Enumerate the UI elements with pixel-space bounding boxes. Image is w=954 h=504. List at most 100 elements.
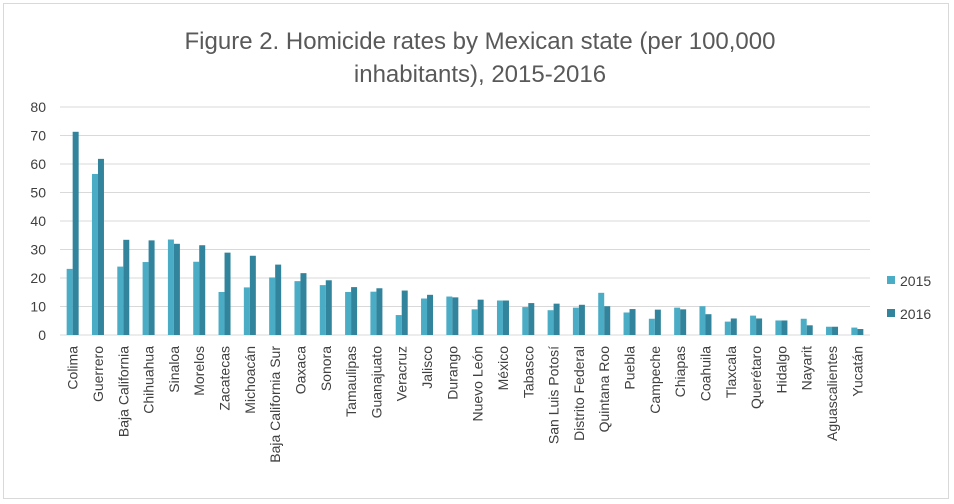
bar-2016-quintana-roo	[604, 306, 611, 335]
y-tick-label: 10	[30, 299, 46, 315]
bar-2015-nayarit	[800, 318, 807, 335]
y-tick-label: 20	[30, 270, 46, 286]
x-tick-label: Tlaxcala	[723, 346, 739, 398]
x-tick-label: Quintana Roo	[596, 346, 612, 433]
x-tick-label: Yucatán	[849, 346, 865, 397]
x-tick-label: Campeche	[647, 346, 663, 414]
bar-2015-guerrero	[91, 173, 98, 335]
x-tick-label: Colima	[65, 346, 81, 390]
x-tick-label: Coahuila	[697, 346, 713, 401]
x-tick-label: Nuevo León	[470, 346, 486, 422]
y-tick-label: 70	[30, 128, 46, 144]
bar-2016-baja-california-sur	[275, 264, 282, 335]
bar-2016-nuevo-león	[477, 299, 484, 335]
bar-2016-sinaloa	[173, 243, 180, 335]
chart-title-line1: Figure 2. Homicide rates by Mexican stat…	[185, 28, 776, 55]
x-tick-label: Chiapas	[672, 346, 688, 397]
bar-2016-puebla	[629, 309, 636, 335]
bar-2015-quintana-roo	[598, 292, 605, 335]
x-tick-label: Tamaulipas	[343, 346, 359, 417]
bar-2015-tamaulipas	[345, 291, 352, 335]
bar-2015-veracruz	[395, 315, 402, 335]
bar-2015-jalisco	[421, 298, 428, 335]
x-axis-tick-labels: Colima Guerrero Baja California Chihuahua Si…	[65, 346, 866, 463]
bar-2015-querétaro	[750, 315, 757, 335]
x-tick-label: Morelos	[191, 346, 207, 396]
x-tick-label: Baja California Sur	[267, 346, 283, 463]
x-tick-label: Michoacán	[242, 346, 258, 414]
bar-2015-tlaxcala	[724, 321, 731, 335]
bar-2016-chihuahua	[148, 240, 155, 335]
bar-2016-chiapas	[680, 309, 687, 335]
bar-2015-chihuahua	[142, 262, 149, 335]
bar-2016-campeche	[654, 309, 661, 335]
legend-label-2016: 2016	[900, 306, 931, 322]
bar-2016-michoacán	[249, 255, 256, 335]
y-tick-label: 30	[30, 242, 46, 258]
bar-2016-san-luis-potosí	[553, 303, 560, 335]
legend-label-2015: 2015	[900, 273, 931, 289]
bar-2016-hidalgo	[781, 320, 788, 335]
bar-2016-querétaro	[756, 318, 763, 335]
bar-2016-guerrero	[97, 158, 104, 335]
bar-2016-sonora	[325, 280, 332, 335]
legend-swatch-2015	[887, 276, 895, 284]
bar-2015-colima	[66, 268, 73, 335]
bar-2016-morelos	[199, 245, 206, 335]
bar-2016-yucatán	[857, 329, 864, 335]
bar-2015-aguascalientes	[826, 326, 833, 335]
x-tick-label: Chihuahua	[141, 346, 157, 414]
bar-2016-aguascalientes	[832, 326, 839, 335]
bar-2015-coahuila	[699, 306, 706, 335]
x-tick-label: México	[495, 346, 511, 391]
bar-2016-jalisco	[427, 294, 434, 335]
bar-2015-puebla	[623, 312, 630, 335]
x-tick-label: Hidalgo	[773, 346, 789, 394]
bar-2016-guanajuato	[376, 288, 383, 335]
bar-2015-yucatán	[851, 327, 858, 335]
bar-2015-chiapas	[674, 307, 681, 335]
x-tick-label: Oaxaca	[292, 346, 308, 394]
bar-2015-sinaloa	[167, 239, 174, 335]
x-tick-label: Guanajuato	[368, 346, 384, 419]
x-tick-label: Durango	[444, 346, 460, 400]
bar-2015-nuevo-león	[471, 309, 478, 335]
bar-2015-tabasco	[522, 307, 529, 335]
bar-2016-durango	[452, 297, 459, 335]
x-tick-label: Zacatecas	[217, 346, 233, 411]
bar-2016-tamaulipas	[351, 287, 358, 335]
bar-2015-sonora	[319, 285, 326, 335]
x-tick-label: Distrito Federal	[571, 346, 587, 441]
bar-2015-campeche	[648, 318, 655, 335]
gridlines	[60, 106, 870, 336]
bar-2016-veracruz	[401, 290, 408, 335]
bar-2015-méxico	[496, 300, 503, 335]
legend-swatch-2016	[887, 309, 895, 317]
x-tick-label: Puebla	[622, 346, 638, 390]
bar-chart: Figure 2. Homicide rates by Mexican stat…	[30, 28, 931, 463]
bar-2015-durango	[446, 296, 453, 335]
bar-2015-morelos	[193, 261, 200, 335]
bar-2016-tabasco	[528, 303, 535, 335]
legend: 2015 2016	[887, 273, 931, 322]
x-tick-label: Nayarit	[799, 346, 815, 390]
x-tick-label: Jalisco	[419, 346, 435, 389]
x-tick-label: Veracruz	[394, 346, 410, 401]
x-tick-label: Guerrero	[90, 346, 106, 402]
bar-2016-baja-california	[123, 239, 130, 335]
bar-2015-distrito-federal	[572, 307, 579, 335]
y-tick-label: 80	[30, 99, 46, 115]
bars	[66, 131, 864, 335]
y-tick-label: 0	[38, 327, 46, 343]
x-tick-label: Sinaloa	[166, 346, 182, 393]
bar-2015-oaxaca	[294, 281, 301, 335]
chart-title-line2: inhabitants), 2015-2016	[354, 61, 606, 88]
y-tick-label: 50	[30, 185, 46, 201]
x-tick-label: Baja California	[115, 346, 131, 437]
bar-2015-san-luis-potosí	[547, 310, 554, 335]
x-tick-label: Sonora	[318, 346, 334, 391]
bar-2016-oaxaca	[300, 273, 307, 335]
bar-2016-distrito-federal	[578, 304, 585, 335]
x-tick-label: Aguascalientes	[824, 346, 840, 441]
y-axis-tick-labels: 0 10 20 30 40 50 60 70 80	[30, 99, 46, 343]
